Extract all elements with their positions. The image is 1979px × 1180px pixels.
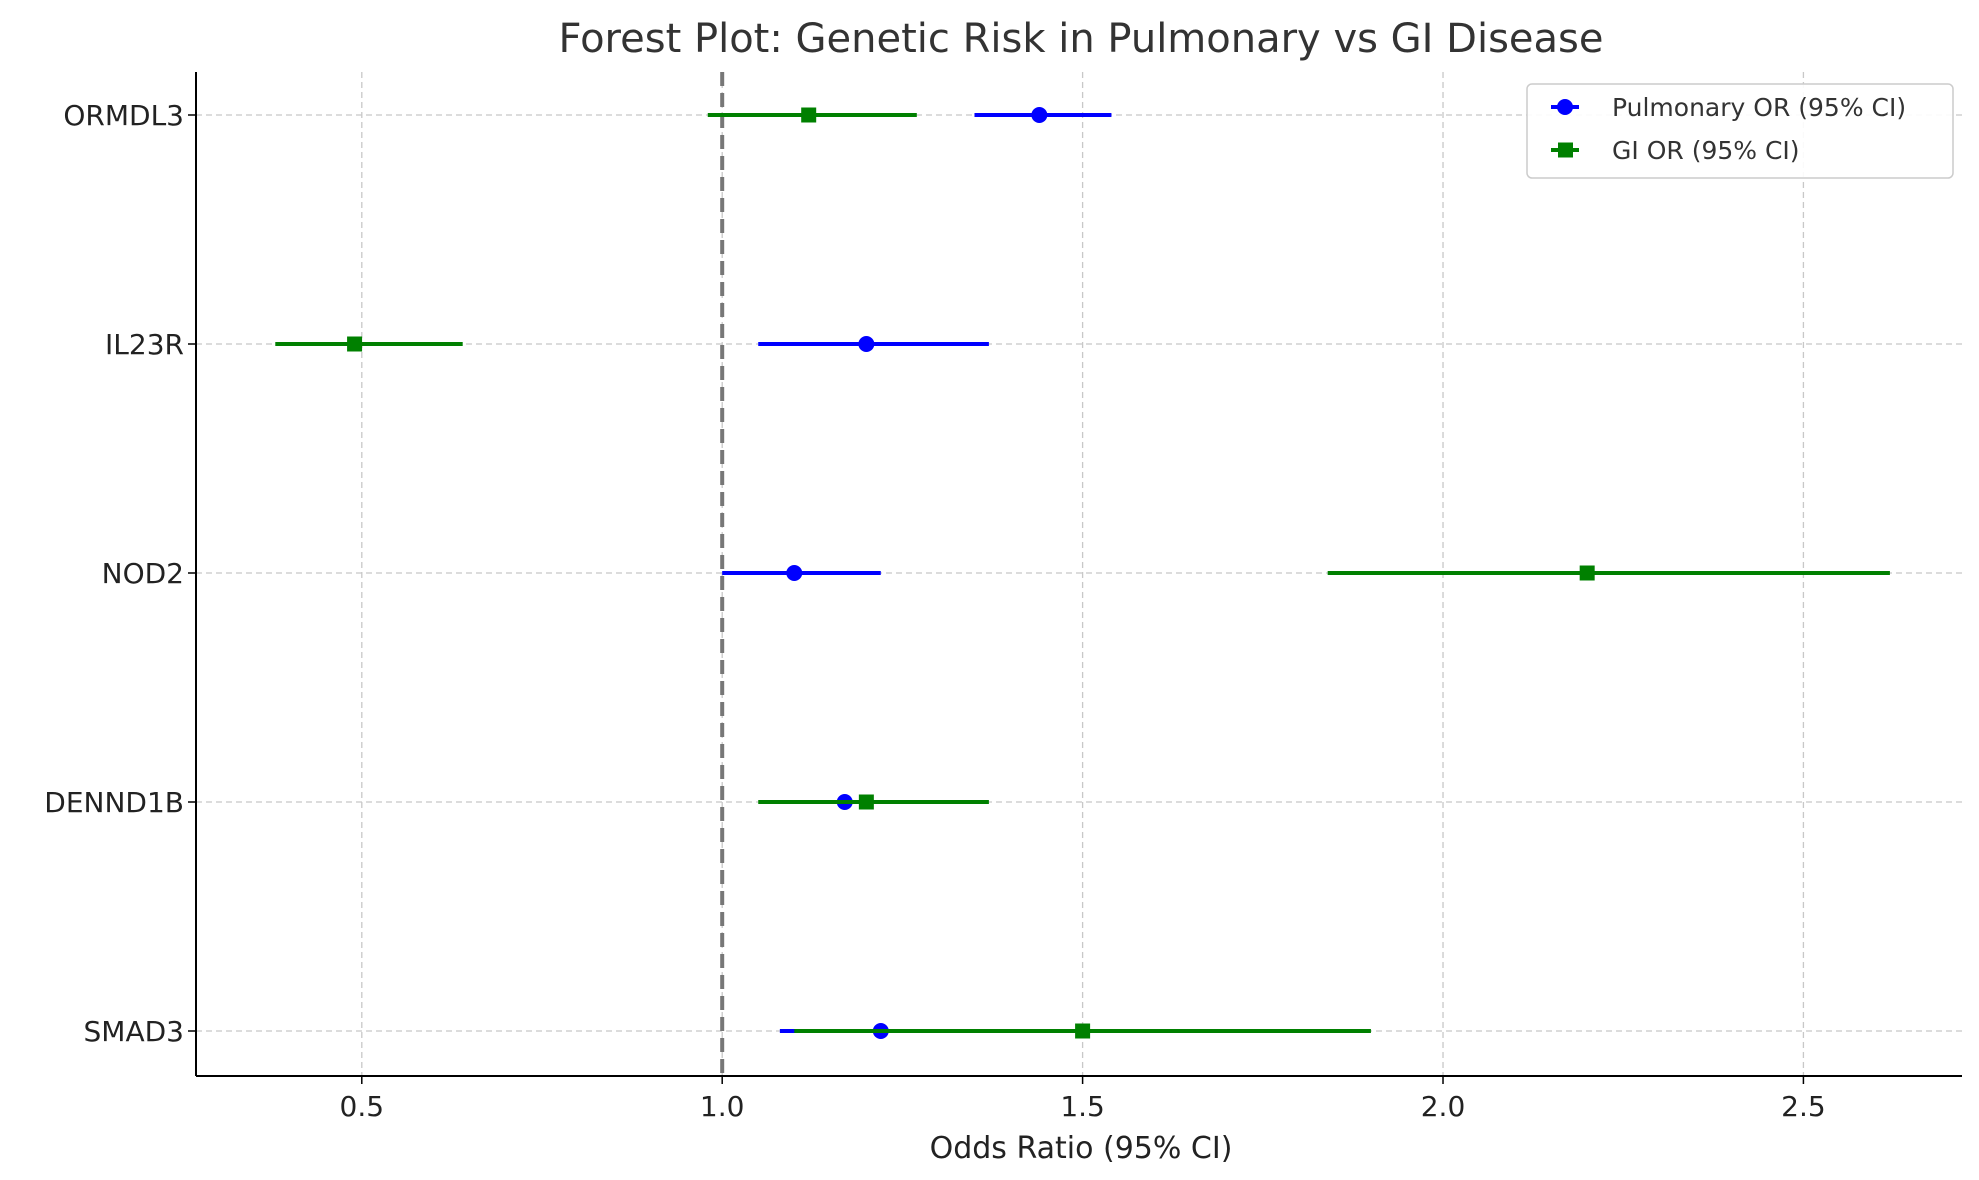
series-layer bbox=[275, 107, 1890, 1039]
y-tick-label-smad3: SMAD3 bbox=[84, 1015, 184, 1048]
legend-label-gi: GI OR (95% CI) bbox=[1612, 136, 1800, 165]
point-pulmonary-il23r bbox=[858, 336, 875, 352]
point-gi-il23r bbox=[347, 336, 363, 352]
x-tick-label: 0.5 bbox=[340, 1090, 385, 1123]
point-gi-ormdl3 bbox=[801, 107, 817, 123]
chart-title: Forest Plot: Genetic Risk in Pulmonary v… bbox=[559, 16, 1604, 62]
legend-label-pulmonary: Pulmonary OR (95% CI) bbox=[1612, 93, 1906, 122]
point-gi-dennd1b bbox=[858, 794, 874, 810]
legend: Pulmonary OR (95% CI) GI OR (95% CI) bbox=[1526, 83, 1954, 179]
legend-box bbox=[1526, 83, 1954, 179]
point-pulmonary-ormdl3 bbox=[1031, 107, 1048, 123]
y-tick-label-nod2: NOD2 bbox=[102, 557, 184, 590]
x-tick-label: 2.0 bbox=[1421, 1090, 1466, 1123]
point-pulmonary-nod2 bbox=[786, 565, 803, 581]
axes-layer bbox=[195, 72, 1962, 1077]
y-tick-label-il23r: IL23R bbox=[105, 328, 184, 361]
point-gi-smad3 bbox=[1075, 1023, 1091, 1039]
x-tick-label: 1.5 bbox=[1060, 1090, 1105, 1123]
legend-marker-pulmonary bbox=[1557, 99, 1573, 115]
x-tick-label: 1.0 bbox=[700, 1090, 745, 1123]
series-gi bbox=[275, 107, 1890, 1039]
x-axis-label: Odds Ratio (95% CI) bbox=[930, 1131, 1233, 1166]
y-tick-label-dennd1b: DENND1B bbox=[44, 786, 184, 819]
x-tick-label: 2.5 bbox=[1781, 1090, 1826, 1123]
ticks-layer: 0.5 1.0 1.5 2.0 2.5 ORMDL3 IL23R NOD2 DENND1B SMA… bbox=[44, 99, 1825, 1123]
legend-marker-gi bbox=[1558, 142, 1573, 158]
y-tick-label-ormdl3: ORMDL3 bbox=[63, 99, 184, 132]
point-gi-nod2 bbox=[1579, 565, 1595, 581]
